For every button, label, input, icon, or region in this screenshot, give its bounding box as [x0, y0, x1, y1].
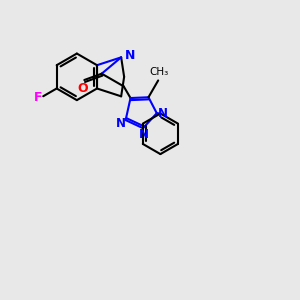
Text: N: N	[116, 117, 125, 130]
Text: N: N	[125, 50, 135, 62]
Text: F: F	[34, 91, 43, 104]
Text: O: O	[77, 82, 88, 95]
Text: N: N	[139, 128, 149, 141]
Text: CH₃: CH₃	[149, 67, 169, 76]
Text: N: N	[158, 107, 168, 120]
